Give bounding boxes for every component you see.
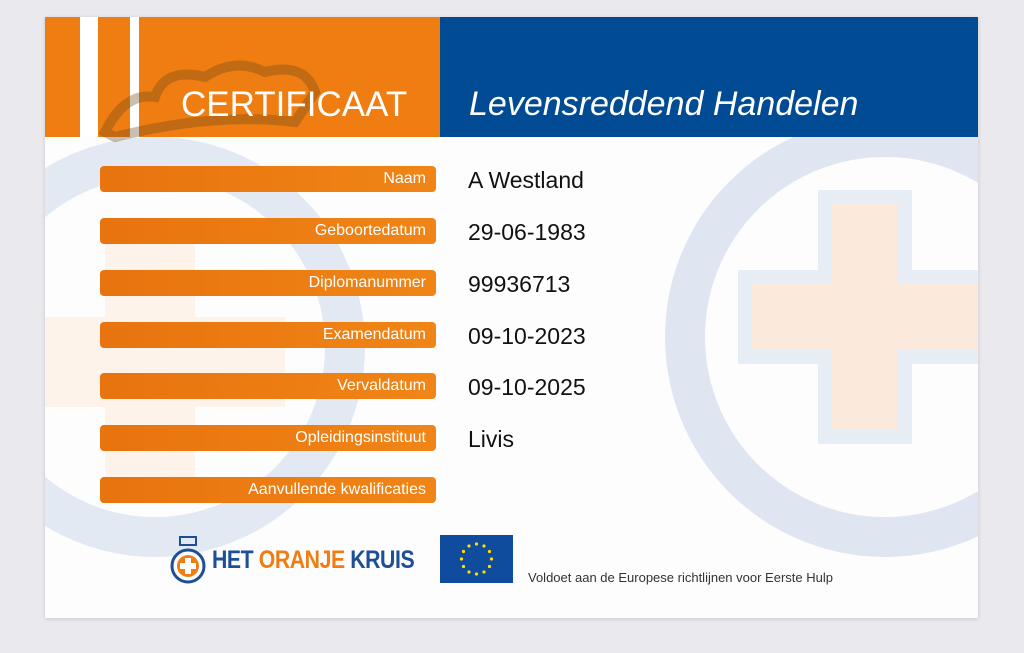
eu-compliance-note: Voldoet aan de Europese richtlijnen voor…	[528, 570, 833, 585]
eu-stars-icon	[459, 542, 494, 576]
eu-flag	[440, 535, 513, 583]
eu-star	[487, 564, 492, 569]
logo-oranje: ORANJE	[258, 545, 345, 574]
header-blue	[440, 17, 978, 137]
eu-star	[482, 544, 486, 548]
eu-star	[489, 557, 494, 561]
field-value-naam: A Westland	[468, 167, 584, 193]
oranje-kruis-emblem-icon	[170, 536, 206, 584]
eu-star	[474, 572, 479, 576]
eu-star	[482, 570, 486, 574]
field-label-geboortedatum: Geboortedatum	[100, 218, 436, 244]
eu-star	[487, 549, 492, 554]
field-label-aanvullende-kwalificaties: Aanvullende kwalificaties	[100, 477, 436, 503]
certificate-subtitle: Levensreddend Handelen	[469, 85, 859, 123]
field-label-examendatum: Examendatum	[100, 322, 436, 348]
eu-star	[467, 544, 471, 548]
logo-text: HET ORANJE KRUIS	[212, 545, 415, 575]
eu-star	[467, 570, 471, 574]
eu-star	[461, 549, 466, 554]
certificate-card: CERTIFICAAT Levensreddend Handelen Naam …	[45, 17, 978, 618]
eu-star	[461, 564, 466, 569]
logo-het: HET	[212, 545, 254, 574]
field-label-opleidingsinstituut: Opleidingsinstituut	[100, 425, 436, 451]
field-label-vervaldatum: Vervaldatum	[100, 373, 436, 399]
field-value-opleidingsinstituut: Livis	[468, 426, 515, 452]
field-value-diplomanummer: 99936713	[468, 271, 571, 297]
field-value-geboortedatum: 29-06-1983	[468, 219, 586, 245]
field-label-diplomanummer: Diplomanummer	[100, 270, 436, 296]
header-orange	[45, 17, 440, 137]
eu-star	[459, 557, 464, 561]
field-label-naam: Naam	[100, 166, 436, 192]
header-stripe	[80, 17, 98, 137]
eu-star	[474, 542, 479, 546]
oranje-kruis-logo: HET ORANJE KRUIS	[170, 535, 450, 585]
header-stripe	[130, 17, 139, 137]
certificate-title: CERTIFICAAT	[181, 85, 408, 124]
field-value-vervaldatum: 09-10-2025	[468, 374, 586, 400]
field-value-examendatum: 09-10-2023	[468, 323, 586, 349]
logo-kruis: KRUIS	[350, 545, 415, 574]
